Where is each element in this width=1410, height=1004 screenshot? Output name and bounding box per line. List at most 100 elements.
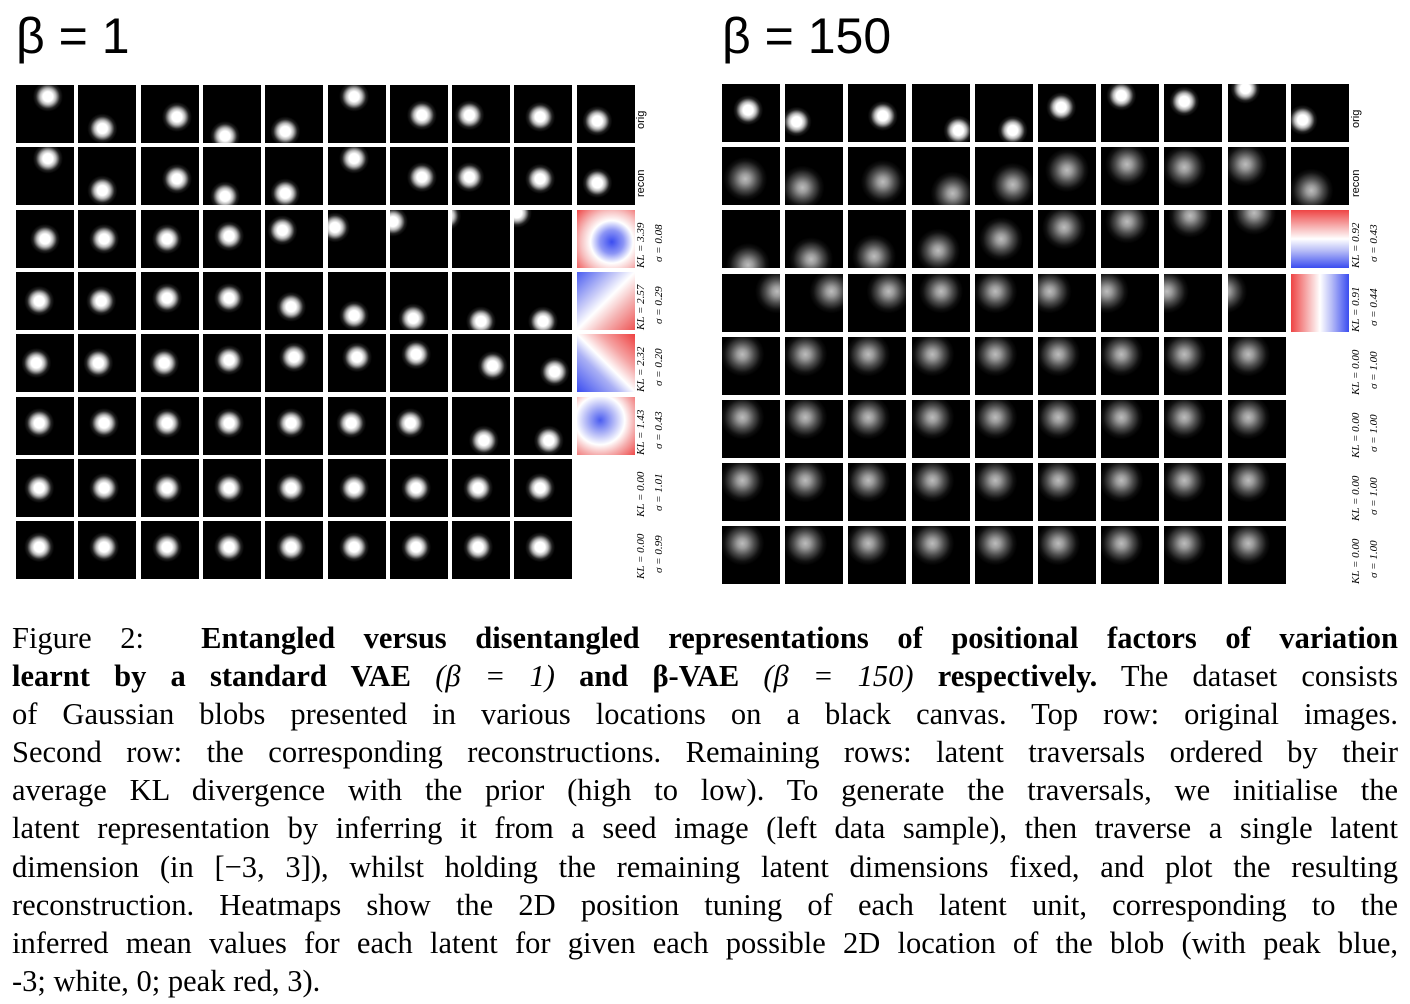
traversal-image	[1227, 400, 1286, 458]
original-image	[1227, 84, 1286, 142]
reconstruction-image	[265, 147, 324, 206]
traversal-image	[1038, 463, 1096, 522]
original-image	[327, 85, 386, 143]
original-image	[722, 84, 780, 142]
traversal-image	[848, 400, 907, 458]
traversal-image	[722, 463, 780, 522]
traversal-image	[16, 521, 74, 580]
traversal-image	[78, 396, 137, 455]
traversal-image	[1164, 210, 1223, 269]
position-tuning-heatmap	[576, 209, 635, 268]
traversal-image	[78, 209, 137, 268]
traversal-image	[140, 334, 199, 393]
original-image	[265, 85, 324, 143]
sigma-label: σ = 1.00	[1368, 540, 1380, 579]
caption-line-1: Figure 2: Entangled versus disentangled …	[12, 619, 1398, 657]
original-image	[16, 85, 74, 143]
reconstruction-image	[848, 147, 907, 206]
original-image	[452, 85, 511, 143]
original-image	[202, 85, 261, 143]
traversal-image	[327, 521, 386, 580]
original-image	[576, 85, 635, 143]
row-label-recon: recon	[1350, 169, 1362, 198]
reconstruction-image	[911, 147, 970, 206]
traversal-image	[514, 271, 573, 330]
original-image	[1290, 84, 1349, 142]
traversal-image	[1101, 526, 1160, 585]
sigma-label: σ = 1.00	[1368, 351, 1380, 389]
traversal-image	[1227, 526, 1286, 585]
caption-text-1: The dataset consists	[1120, 659, 1398, 694]
position-tuning-heatmap	[576, 396, 635, 455]
traversal-image	[974, 463, 1033, 522]
traversal-image	[327, 271, 386, 330]
traversal-image	[389, 396, 448, 455]
reconstruction-image	[1227, 147, 1286, 206]
traversal-image	[1038, 336, 1096, 395]
reconstruction-image	[389, 147, 448, 206]
traversal-image	[389, 458, 448, 517]
reconstruction-image	[1164, 147, 1223, 206]
traversal-image	[974, 400, 1033, 458]
traversal-image	[389, 521, 448, 580]
caption-line-5: average KL divergence with the prior (hi…	[12, 773, 1398, 808]
panel-title-beta-150: β = 150	[722, 8, 892, 64]
caption-bvae: β-VAE	[652, 659, 740, 694]
sigma-label: σ = 1.00	[1368, 477, 1380, 516]
traversal-image	[140, 396, 199, 455]
traversal-image	[1101, 336, 1160, 395]
traversal-image	[974, 526, 1033, 585]
caption-line-7: dimension (in [−3, 3]), whilst holding t…	[12, 849, 1398, 884]
traversal-image	[389, 271, 448, 330]
traversal-image	[265, 271, 324, 330]
caption-line-10: -3; white, 0; peak red, 3).	[12, 963, 321, 998]
caption-title-1: Entangled versus disentangled representa…	[201, 621, 1398, 655]
traversal-image	[911, 210, 970, 269]
caption-line-4: Second row: the corresponding reconstruc…	[12, 735, 1398, 770]
reconstruction-image	[514, 147, 573, 206]
reconstruction-image	[974, 147, 1033, 206]
caption-line-8: reconstruction. Heatmaps show the 2D pos…	[12, 887, 1398, 922]
kl-label: KL = 0.00	[1350, 475, 1362, 522]
traversal-image	[785, 463, 844, 522]
traversal-image	[78, 521, 137, 580]
traversal-image	[265, 334, 324, 393]
traversal-image	[16, 458, 74, 517]
traversal-image	[78, 458, 137, 517]
traversal-image	[1101, 273, 1160, 332]
traversal-image	[848, 463, 907, 522]
position-tuning-heatmap	[576, 271, 635, 330]
sigma-label: σ = 1.00	[1368, 414, 1380, 452]
caption-line-3: of Gaussian blobs presented in various l…	[12, 697, 1398, 732]
row-label-orig: orig	[1350, 109, 1362, 128]
traversal-image	[848, 526, 907, 585]
original-image	[1164, 84, 1223, 142]
traversal-image	[785, 273, 844, 332]
kl-label: KL = 0.00	[1350, 412, 1362, 458]
traversal-image	[16, 271, 74, 330]
reconstruction-image	[722, 147, 780, 206]
traversal-image	[140, 458, 199, 517]
kl-label: KL = 0.92	[1350, 222, 1362, 269]
reconstruction-image	[1101, 147, 1160, 206]
original-image	[785, 84, 844, 142]
traversal-image	[265, 396, 324, 455]
traversal-image	[16, 209, 74, 268]
traversal-image	[974, 273, 1033, 332]
traversal-image	[1101, 400, 1160, 458]
traversal-image	[16, 334, 74, 393]
traversal-image	[452, 458, 511, 517]
traversal-image	[265, 521, 324, 580]
traversal-image	[389, 209, 448, 268]
traversal-image	[16, 396, 74, 455]
traversal-image	[974, 210, 1033, 269]
traversal-image	[785, 336, 844, 395]
traversal-image	[514, 458, 573, 517]
traversal-image	[848, 210, 907, 269]
traversal-image	[327, 396, 386, 455]
traversal-image	[1227, 210, 1286, 269]
traversal-image	[1164, 463, 1223, 522]
traversal-image	[1227, 336, 1286, 395]
sigma-label: σ = 0.44	[1368, 287, 1380, 326]
traversal-image	[1164, 400, 1223, 458]
